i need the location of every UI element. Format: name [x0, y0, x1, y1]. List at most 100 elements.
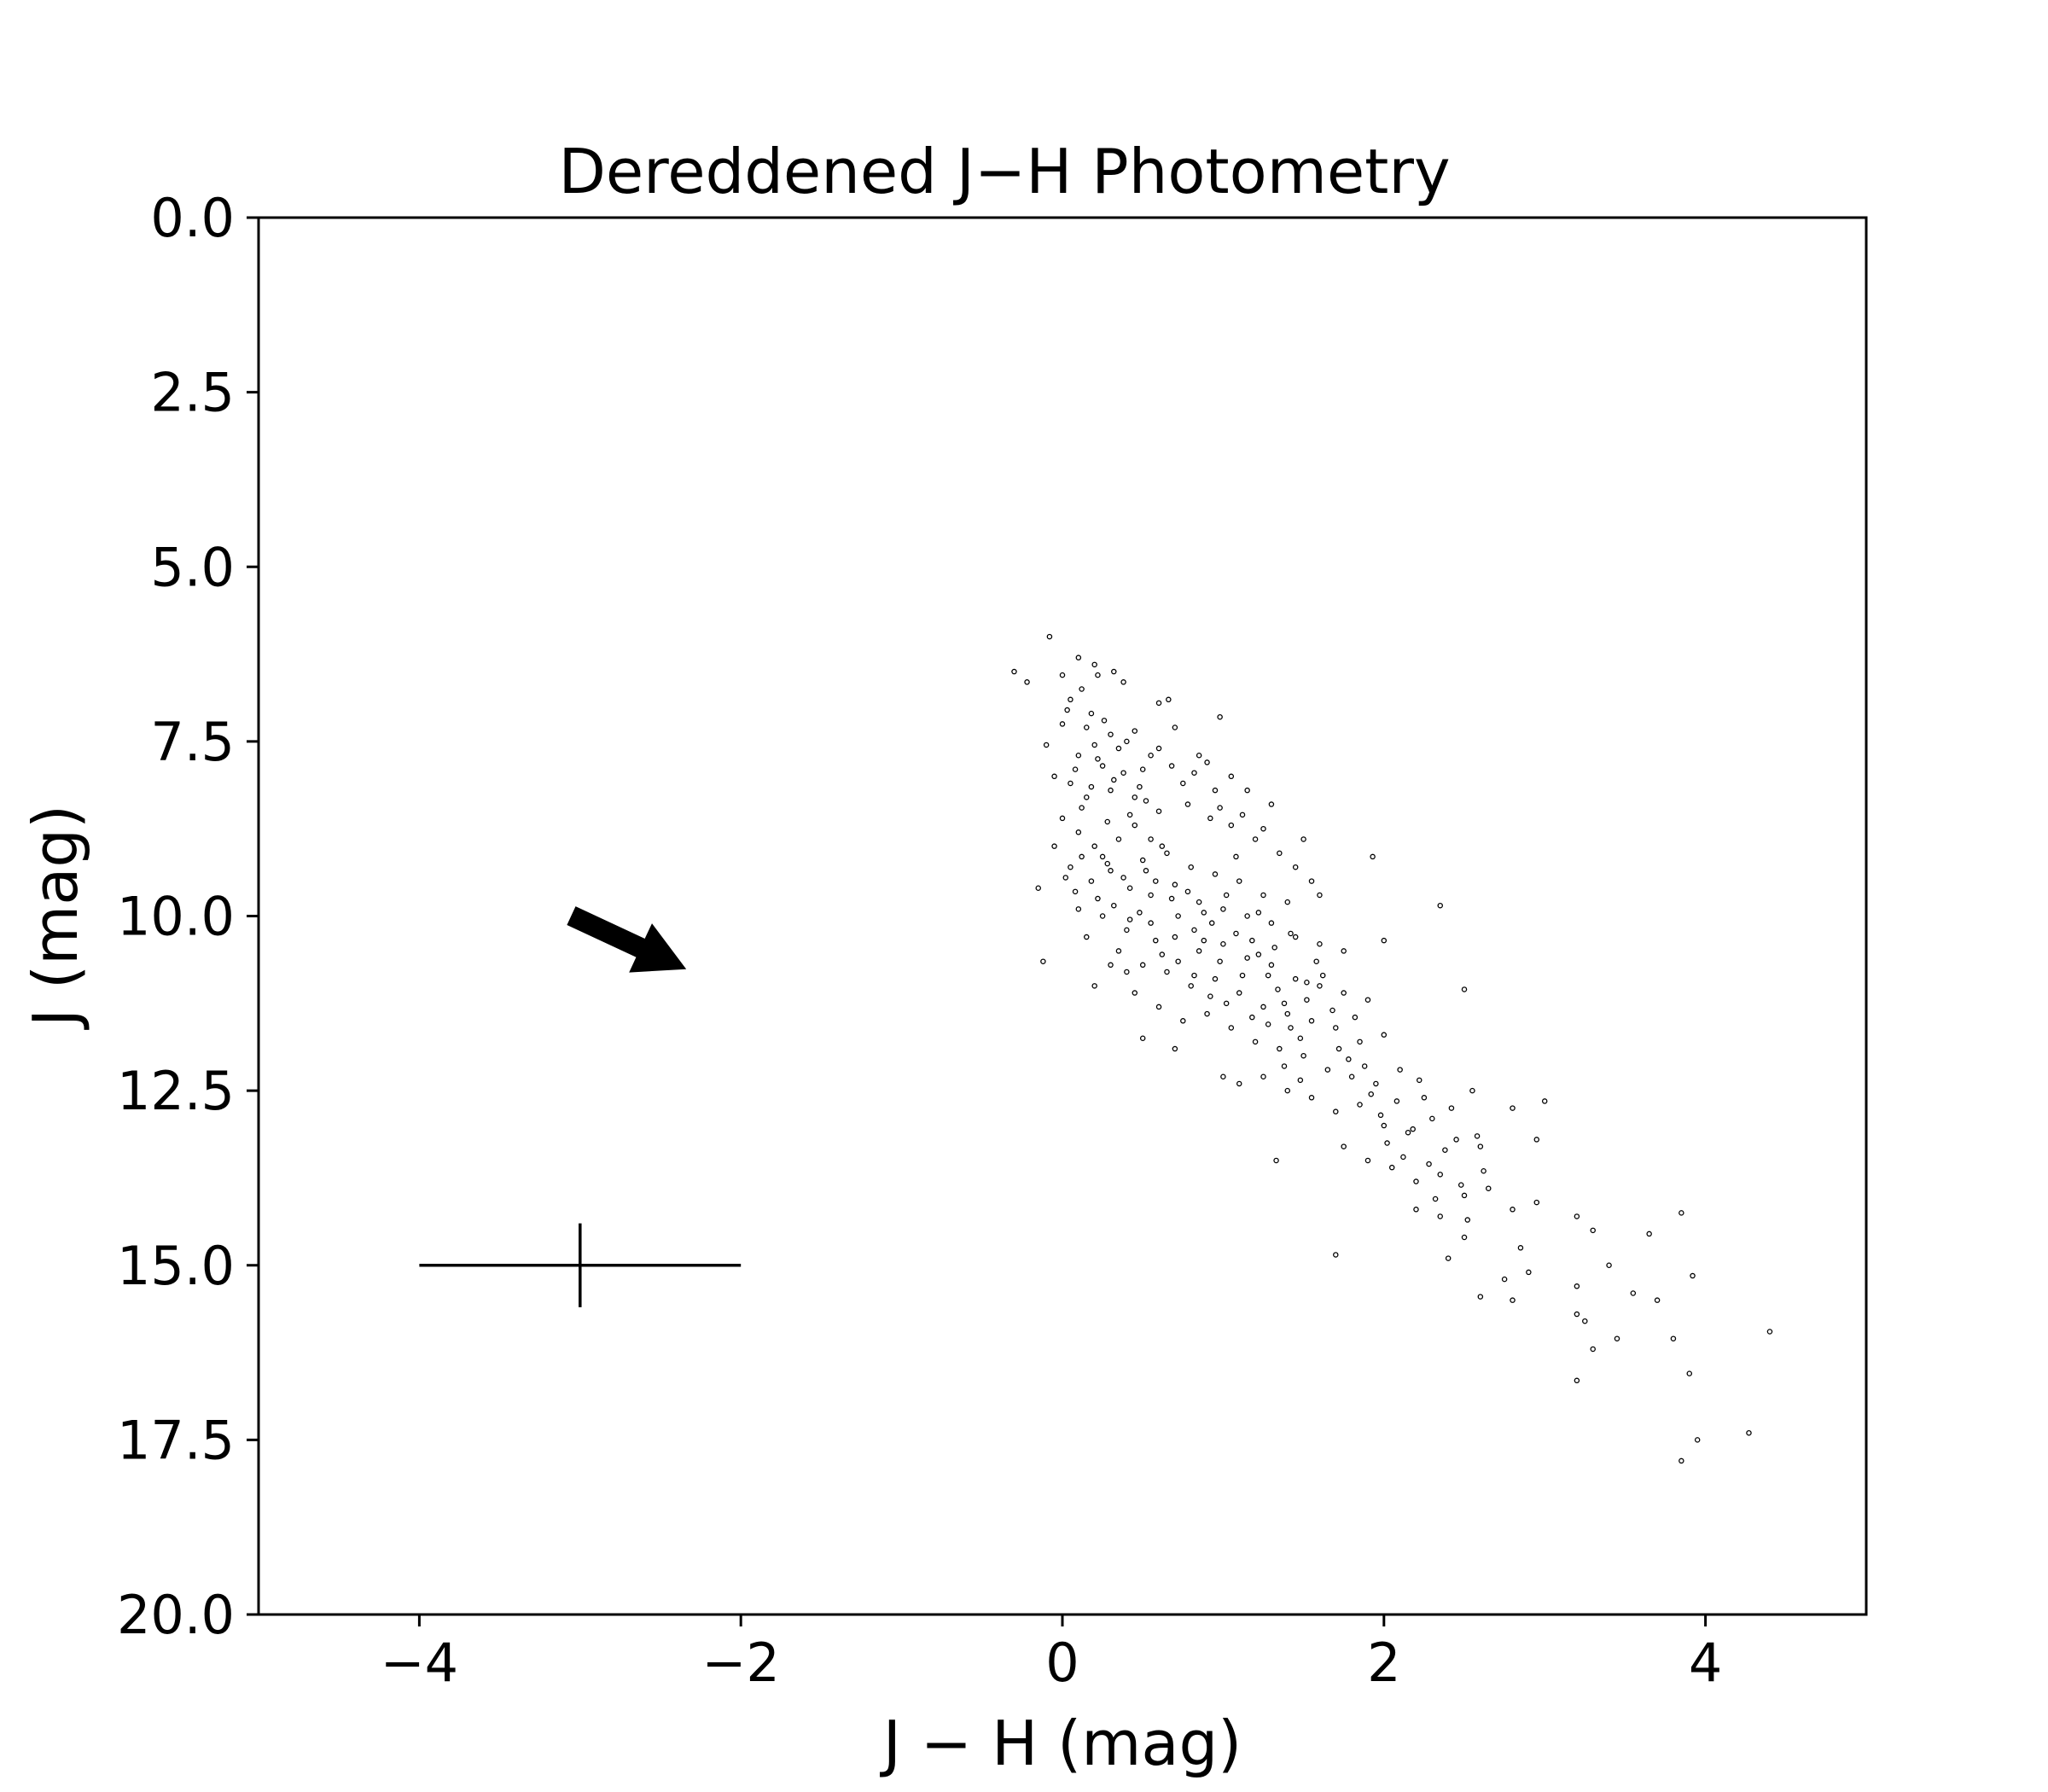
data-point: [1268, 801, 1275, 807]
data-point: [1079, 805, 1085, 811]
chart-title: Dereddened J−H Photometry: [558, 136, 1450, 207]
data-point: [1333, 1252, 1339, 1258]
data-point: [1233, 930, 1239, 937]
data-point: [1035, 885, 1041, 892]
data-point: [1384, 1140, 1390, 1146]
data-point: [1445, 1255, 1452, 1261]
data-point: [1469, 1087, 1475, 1094]
data-point: [1260, 892, 1266, 899]
data-point: [1393, 1098, 1400, 1104]
data-point: [1126, 812, 1133, 818]
data-point: [1464, 1217, 1471, 1223]
data-point: [1124, 738, 1130, 745]
data-point: [1370, 853, 1376, 860]
data-point: [1437, 902, 1443, 909]
data-point: [1212, 975, 1219, 982]
data-point: [1255, 910, 1262, 916]
data-point: [1381, 937, 1388, 944]
data-point: [1288, 930, 1294, 937]
data-point: [1072, 888, 1079, 895]
data-point: [1670, 1335, 1677, 1341]
y-tick-label-3: 7.5: [150, 711, 235, 773]
data-point: [1040, 958, 1046, 964]
data-point: [1486, 1185, 1492, 1191]
data-point: [1630, 1290, 1637, 1296]
data-point: [1252, 1039, 1259, 1045]
data-point: [1120, 770, 1126, 776]
data-point: [1481, 1168, 1487, 1174]
data-point: [1175, 913, 1181, 919]
data-point: [1204, 759, 1210, 765]
data-point: [1212, 787, 1219, 794]
plot-frame: [257, 216, 1868, 1616]
data-point: [1457, 1182, 1464, 1188]
data-point: [1574, 1377, 1580, 1384]
data-point: [1292, 934, 1299, 940]
data-point: [1091, 983, 1097, 989]
data-point: [1088, 878, 1095, 884]
data-point: [1292, 975, 1299, 982]
data-point: [1614, 1335, 1620, 1341]
y-axis-label: J (mag): [20, 805, 91, 1030]
data-point: [1155, 1004, 1162, 1010]
data-point: [1236, 1080, 1242, 1087]
data-point: [1091, 742, 1097, 748]
data-point: [1265, 972, 1271, 979]
data-point: [1249, 1014, 1255, 1021]
data-point: [1153, 878, 1159, 884]
data-point: [1437, 1172, 1443, 1178]
data-point: [1011, 668, 1017, 675]
data-point: [1091, 661, 1097, 668]
data-point: [1155, 808, 1162, 814]
data-point: [1364, 1157, 1371, 1164]
data-point: [1284, 1087, 1291, 1094]
data-point: [1416, 1077, 1423, 1084]
data-point: [1244, 913, 1250, 919]
data-point: [1333, 1025, 1339, 1031]
data-point: [1381, 1032, 1388, 1038]
data-point: [1357, 1039, 1363, 1045]
data-point: [1217, 713, 1223, 720]
data-point: [1501, 1276, 1508, 1283]
data-point: [1288, 1025, 1294, 1031]
data-point: [1260, 1004, 1266, 1010]
data-point: [1196, 948, 1202, 954]
data-point: [1172, 1045, 1178, 1052]
data-point: [1533, 1199, 1540, 1206]
reddening-vector-arrow: [567, 906, 687, 973]
data-point: [1582, 1318, 1588, 1324]
data-point: [1510, 1105, 1516, 1111]
y-axis: 0.0 2.5 5.0 7.5 10.0 12.5 15.0 17.5 20.0: [117, 187, 259, 1646]
data-point: [1397, 1067, 1403, 1073]
x-tick-label-2: 0: [1045, 1632, 1079, 1694]
y-tick-label-7: 17.5: [117, 1409, 235, 1471]
data-point: [1526, 1269, 1532, 1276]
y-tick-label-4: 10.0: [117, 886, 235, 948]
data-point: [1126, 885, 1133, 892]
data-point: [1429, 1115, 1435, 1122]
data-point: [1606, 1262, 1612, 1269]
data-point: [1059, 721, 1066, 727]
data-point: [1477, 1143, 1484, 1149]
data-point: [1115, 948, 1122, 954]
data-point: [1746, 1429, 1752, 1436]
data-point: [1313, 958, 1319, 964]
data-point: [1148, 752, 1154, 759]
data-point: [1410, 1126, 1416, 1132]
data-point: [1088, 783, 1095, 790]
data-point: [1317, 892, 1323, 899]
data-point: [1075, 829, 1082, 835]
data-point: [1172, 934, 1178, 940]
data-point: [1148, 920, 1154, 926]
data-point: [1201, 910, 1207, 916]
data-point: [1228, 773, 1235, 780]
data-point: [1574, 1213, 1580, 1219]
data-point: [1099, 853, 1106, 860]
data-point: [1654, 1297, 1661, 1303]
data-point: [1111, 902, 1117, 909]
x-tick-label-0: −4: [381, 1632, 458, 1694]
data-point: [1217, 805, 1223, 811]
data-point: [1111, 668, 1117, 675]
data-point: [1249, 937, 1255, 944]
